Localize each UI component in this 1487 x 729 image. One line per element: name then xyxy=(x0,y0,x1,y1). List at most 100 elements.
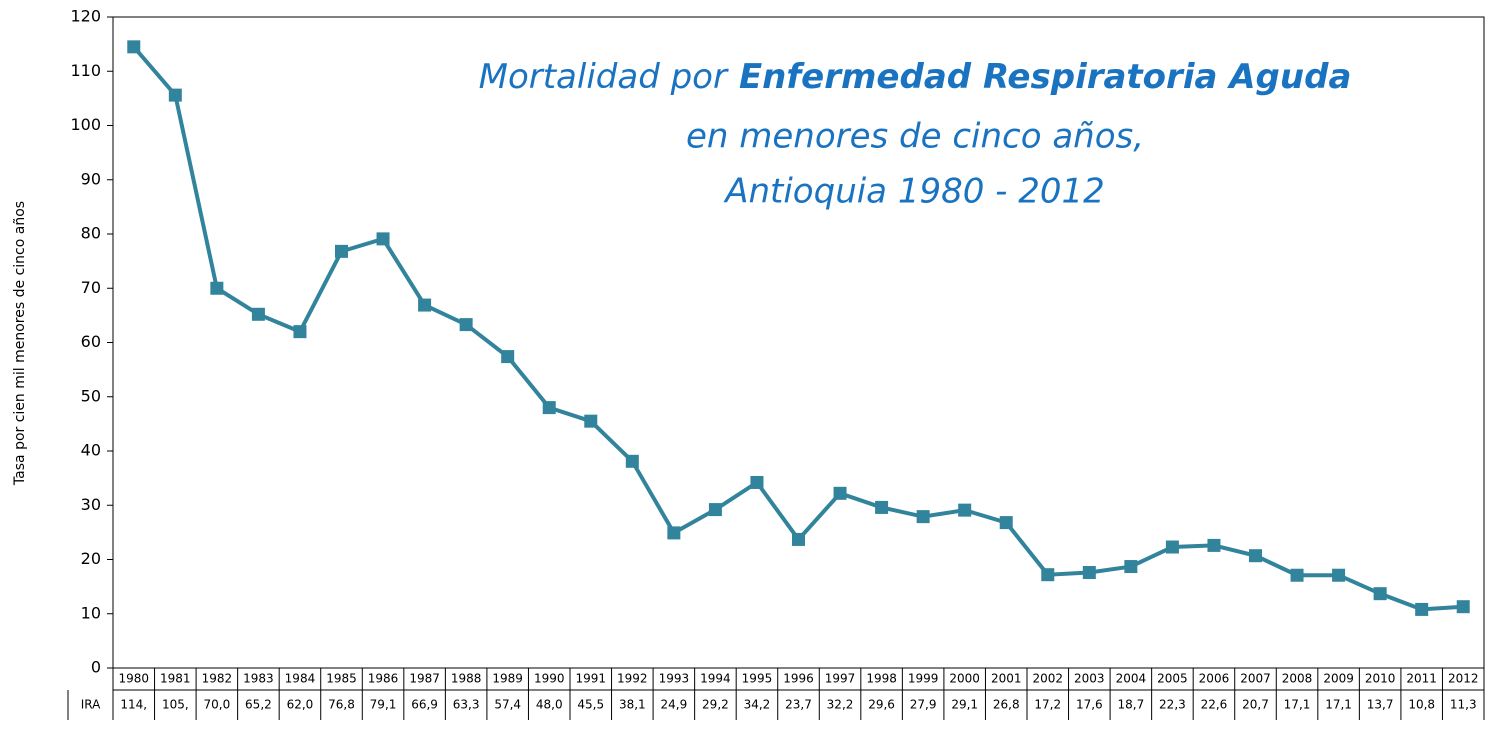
data-point xyxy=(1290,568,1304,582)
data-label: 63,3 xyxy=(453,698,480,712)
data-label: 29,1 xyxy=(951,698,978,712)
data-point xyxy=(1415,602,1429,616)
x-tick-label: 1991 xyxy=(575,672,606,686)
x-tick-label: 2006 xyxy=(1199,672,1230,686)
x-tick-label: 1986 xyxy=(368,672,399,686)
data-label: 76,8 xyxy=(328,698,355,712)
data-label: 27,9 xyxy=(910,698,937,712)
data-point xyxy=(1456,600,1470,614)
data-label: 29,2 xyxy=(702,698,729,712)
data-label: 57,4 xyxy=(494,698,521,712)
data-label: 34,2 xyxy=(744,698,771,712)
chart-title: Antioquia 1980 - 2012 xyxy=(723,172,1105,212)
data-label: 17,6 xyxy=(1076,698,1103,712)
data-point xyxy=(1373,587,1387,601)
data-point xyxy=(584,414,598,428)
data-point xyxy=(1249,549,1262,563)
data-label: 45,5 xyxy=(577,698,604,712)
x-tick-label: 2009 xyxy=(1323,672,1354,686)
data-label: 105, xyxy=(162,698,189,712)
y-tick-label: 100 xyxy=(70,115,101,134)
x-tick-label: 2003 xyxy=(1074,672,1105,686)
x-tick-label: 2008 xyxy=(1282,672,1313,686)
y-tick-label: 60 xyxy=(81,332,101,351)
data-point xyxy=(1332,568,1346,582)
data-point xyxy=(625,454,639,468)
data-label: 17,1 xyxy=(1284,698,1311,712)
title-part: Mortalidad por xyxy=(479,57,729,97)
x-tick-label: 1989 xyxy=(492,672,523,686)
data-point xyxy=(792,532,805,546)
data-label: 70,0 xyxy=(204,698,231,712)
x-tick-label: 2001 xyxy=(991,672,1022,686)
data-point xyxy=(210,281,224,295)
y-tick-label: 20 xyxy=(81,549,101,568)
data-label: 17,1 xyxy=(1325,698,1352,712)
y-tick-label: 30 xyxy=(81,495,101,514)
x-tick-label: 2011 xyxy=(1406,672,1437,686)
data-point xyxy=(251,307,265,321)
chart-title: Mortalidad por Enfermedad Respiratoria Ag… xyxy=(479,57,1352,97)
y-tick-label: 90 xyxy=(81,169,101,188)
y-tick-label: 0 xyxy=(91,658,101,677)
data-point xyxy=(335,244,348,258)
x-tick-label: 1990 xyxy=(534,672,565,686)
x-tick-label: 2007 xyxy=(1240,672,1271,686)
data-label: 114, xyxy=(120,698,147,712)
x-tick-label: 1999 xyxy=(908,672,939,686)
data-point xyxy=(958,503,972,517)
data-label: 38,1 xyxy=(619,698,646,712)
data-point xyxy=(542,401,556,415)
x-tick-label: 2000 xyxy=(949,672,980,686)
x-tick-label: 2005 xyxy=(1157,672,1188,686)
data-label: 79,1 xyxy=(370,698,397,712)
data-label: 66,9 xyxy=(411,698,438,712)
x-tick-label: 1982 xyxy=(202,672,233,686)
data-label: 62,0 xyxy=(287,698,314,712)
x-tick-label: 1988 xyxy=(451,672,482,686)
y-tick-label: 50 xyxy=(81,386,101,405)
data-label: 22,3 xyxy=(1159,698,1186,712)
chart-title: en menores de cinco años, xyxy=(686,117,1144,157)
title-bold: Enfermedad Respiratoria Aguda xyxy=(739,57,1351,97)
x-tick-label: 2010 xyxy=(1365,672,1396,686)
data-label: 29,6 xyxy=(868,698,895,712)
plot-frame xyxy=(112,16,1485,669)
data-label: 10,8 xyxy=(1408,698,1435,712)
y-tick-label: 120 xyxy=(70,7,101,26)
data-label: 11,3 xyxy=(1450,698,1477,712)
x-tick-label: 2012 xyxy=(1448,672,1479,686)
data-point xyxy=(1082,566,1096,580)
data-point xyxy=(1207,538,1221,552)
data-point xyxy=(667,526,681,540)
data-point xyxy=(168,88,182,102)
data-point xyxy=(376,232,390,246)
data-point xyxy=(1124,560,1138,574)
data-label: 24,9 xyxy=(661,698,688,712)
data-point xyxy=(833,486,847,500)
x-tick-label: 1985 xyxy=(326,672,357,686)
data-point xyxy=(293,325,307,339)
x-tick-label: 1997 xyxy=(825,672,856,686)
data-point xyxy=(750,475,764,489)
data-label: 26,8 xyxy=(993,698,1020,712)
data-point xyxy=(501,350,515,364)
x-tick-label: 2004 xyxy=(1116,672,1147,686)
data-label: 23,7 xyxy=(785,698,812,712)
x-tick-label: 1996 xyxy=(783,672,814,686)
data-label: 65,2 xyxy=(245,698,272,712)
x-tick-label: 1984 xyxy=(285,672,316,686)
data-label: 18,7 xyxy=(1118,698,1145,712)
y-tick-label: 40 xyxy=(81,441,101,460)
data-point xyxy=(127,40,141,54)
data-label: 17,2 xyxy=(1034,698,1061,712)
data-point xyxy=(999,516,1013,530)
y-tick-label: 70 xyxy=(81,278,101,297)
x-tick-label: 1981 xyxy=(160,672,191,686)
data-point xyxy=(708,503,722,517)
x-tick-label: 1987 xyxy=(409,672,440,686)
data-point xyxy=(459,318,473,332)
data-label: 22,6 xyxy=(1201,698,1228,712)
data-point xyxy=(1041,568,1055,582)
